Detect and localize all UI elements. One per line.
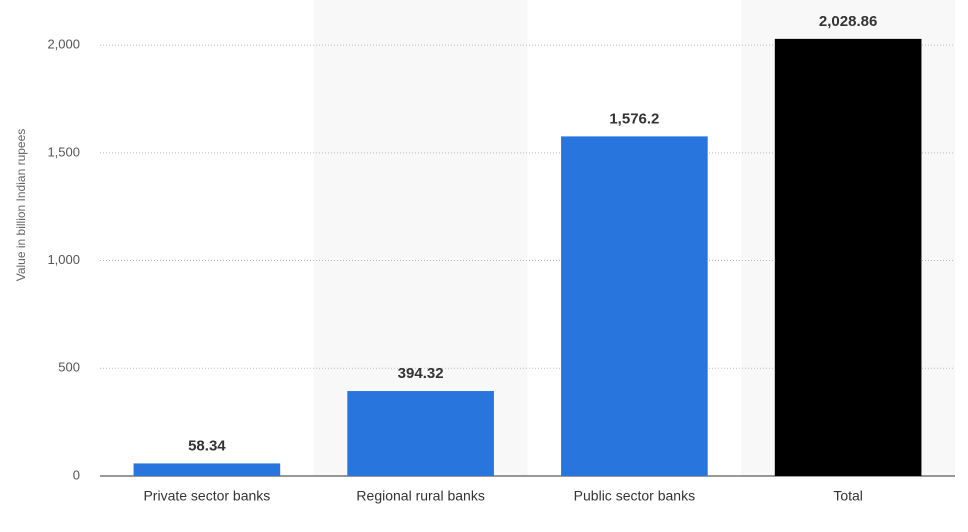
x-tick-label: Public sector banks [574, 488, 695, 504]
value-label: 394.32 [398, 365, 444, 382]
bar [774, 38, 922, 476]
y-tick-label: 500 [58, 360, 80, 375]
y-tick-label: 1,000 [47, 252, 80, 267]
value-label: 1,576.2 [609, 110, 659, 127]
value-label: 58.34 [188, 437, 226, 454]
y-tick-label: 1,500 [47, 144, 80, 159]
bar [133, 463, 281, 476]
x-tick-label: Private sector banks [143, 488, 270, 504]
bar [347, 391, 494, 476]
y-tick-label: 0 [73, 467, 80, 482]
y-tick-label: 2,000 [47, 37, 80, 52]
bar [561, 136, 708, 476]
y-axis-label: Value in billion Indian rupees [14, 129, 28, 282]
x-tick-label: Regional rural banks [356, 488, 484, 504]
x-tick-label: Total [833, 488, 863, 504]
value-label: 2,028.86 [819, 13, 877, 30]
